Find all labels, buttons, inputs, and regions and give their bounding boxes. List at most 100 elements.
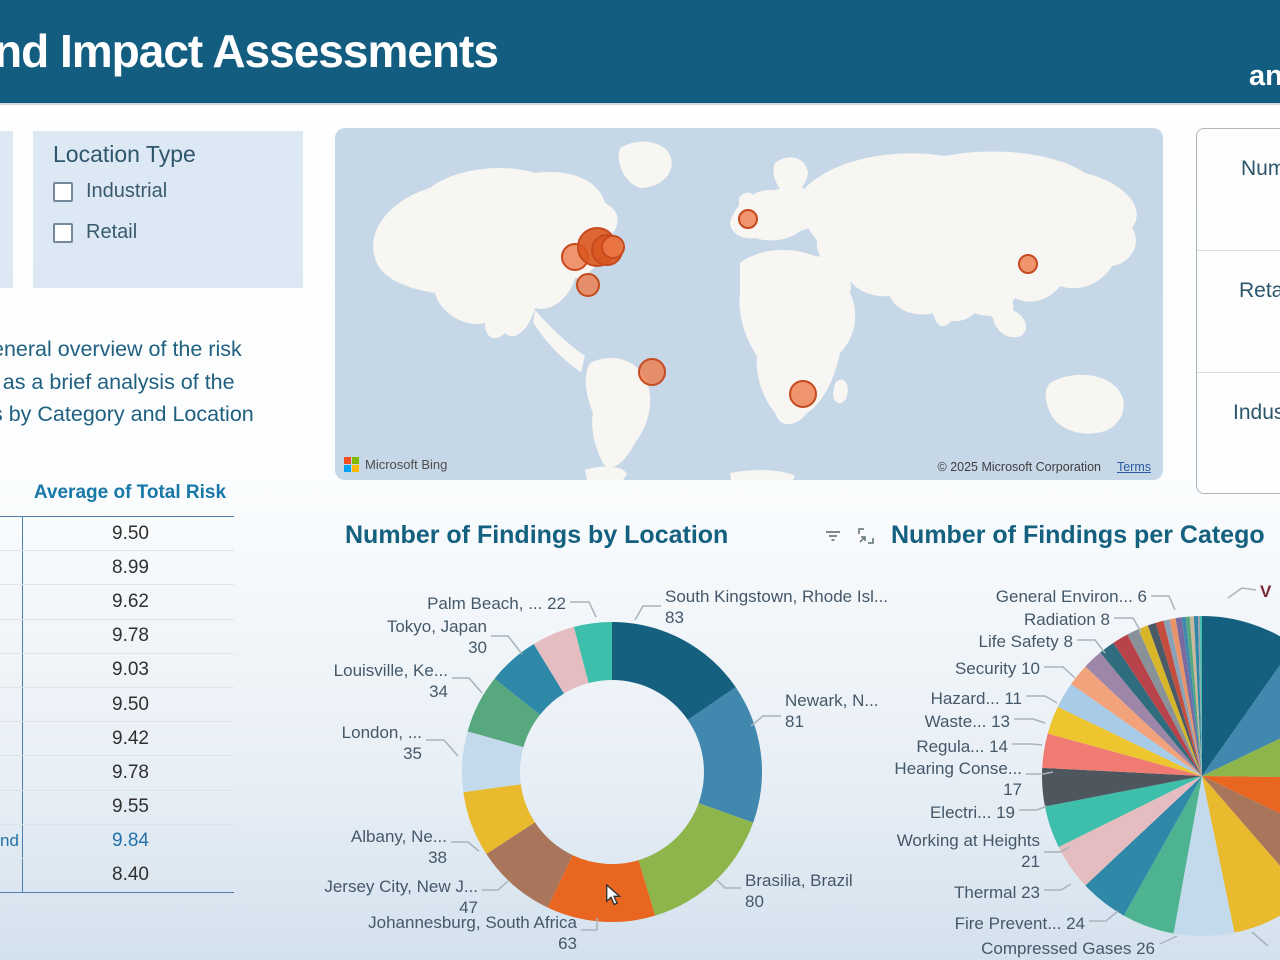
table-row[interactable]: 9.03 (0, 653, 234, 688)
table-row[interactable]: 8.99 (0, 551, 234, 586)
table-row[interactable]: 8.40 (0, 858, 234, 894)
pie-slice[interactable] (1044, 776, 1202, 847)
pie-slice[interactable] (1138, 625, 1202, 776)
pie-slice[interactable] (1071, 666, 1202, 776)
pie-slice[interactable] (1193, 616, 1202, 776)
table-value-cell: 8.40 (112, 864, 149, 886)
summary-card-panel: Num Reta Indust (1196, 128, 1280, 494)
table-row[interactable]: 9.78 (0, 619, 234, 654)
map-location-marker[interactable] (789, 380, 817, 408)
chart-data-label: General Environ... 6 (995, 587, 1147, 606)
donut-slice[interactable] (494, 644, 564, 715)
table-row[interactable]: 9.62 (0, 585, 234, 620)
chart-data-label: Johannesburg, South Africa 63 (368, 913, 577, 953)
report-description: eneral overview of the risk l as a brief… (0, 333, 302, 431)
checkbox-icon[interactable] (53, 222, 73, 243)
pie-slice[interactable] (1042, 733, 1202, 776)
pie-slice[interactable] (1181, 616, 1202, 776)
pie-slice[interactable] (1175, 617, 1202, 776)
donut-slice[interactable] (463, 784, 535, 854)
table-row[interactable]: 9.42 (0, 722, 234, 757)
table-row[interactable]: 9.78 (0, 756, 234, 791)
map-location-marker[interactable] (576, 273, 600, 297)
pie-slice[interactable] (1163, 619, 1202, 776)
table-left-cell-fragment (0, 858, 23, 893)
table-row[interactable]: 9.50 (0, 517, 234, 552)
pie-slice[interactable] (1147, 622, 1202, 776)
chart-data-label: South Kingstown, Rhode Isl... 83 (665, 587, 889, 627)
label-leader-line (1077, 639, 1106, 654)
pie-slice[interactable] (1197, 616, 1202, 776)
checkbox-icon[interactable] (53, 181, 73, 202)
pie-slice[interactable] (1202, 776, 1280, 933)
chart-data-label: Security 10 (954, 659, 1040, 678)
table-row[interactable]: nd 9.84 (0, 824, 234, 859)
pie-slice[interactable] (1173, 776, 1235, 936)
pie-slice[interactable] (1169, 618, 1202, 776)
filter-icon[interactable] (824, 527, 842, 545)
slicer-option-retail[interactable]: Retail (53, 221, 137, 244)
pie-slice[interactable] (1057, 683, 1202, 776)
slicer-option-label: Industrial (86, 180, 168, 202)
summary-card-label-fragment: Num (1241, 157, 1280, 180)
chart-data-label: Electri... 19 (929, 803, 1015, 822)
pie-slice[interactable] (1202, 707, 1280, 778)
donut-slice[interactable] (612, 622, 736, 720)
table-row[interactable]: 9.55 (0, 790, 234, 825)
pie-slice[interactable] (1127, 629, 1202, 776)
pie-slice[interactable] (1199, 616, 1202, 776)
donut-slice[interactable] (486, 822, 573, 908)
map-location-marker[interactable] (738, 209, 758, 229)
chart-data-label: Albany, Ne... 38 (350, 827, 447, 867)
map-location-marker[interactable] (601, 235, 625, 259)
table-row[interactable]: 9.50 (0, 687, 234, 723)
findings-per-category-pie: Compressed Gases 26 Fire Prevent... 24 The… (890, 560, 1280, 960)
chart-data-label: Radiation 8 (1023, 610, 1110, 629)
terms-link[interactable]: Terms (1116, 460, 1151, 474)
donut-slice[interactable] (687, 687, 762, 823)
table-left-cell-fragment: nd (0, 824, 23, 858)
pie-slice[interactable] (1155, 620, 1202, 776)
chart-data-label: Brasilia, Brazil 80 (745, 871, 853, 911)
map-location-marker[interactable] (1018, 254, 1038, 274)
pie-slice[interactable] (1085, 776, 1202, 916)
table-value-cell: 9.42 (112, 727, 149, 749)
table-left-cell-fragment (0, 585, 23, 619)
pie-slice[interactable] (1123, 776, 1202, 934)
world-map-visual[interactable]: Microsoft Bing © 2025 Microsoft Corporat… (335, 128, 1163, 480)
map-location-marker[interactable] (638, 358, 666, 386)
focus-mode-icon[interactable] (857, 527, 875, 545)
table-value-cell: 9.62 (112, 590, 149, 612)
pie-slice[interactable] (1100, 642, 1202, 776)
table-value-cell: 9.55 (112, 796, 149, 818)
donut-slice[interactable] (573, 622, 612, 684)
description-line: l as a brief analysis of the (0, 369, 235, 394)
pie-slice[interactable] (1202, 776, 1280, 897)
bing-logo-label: Microsoft Bing (365, 457, 448, 472)
label-leader-line (570, 601, 597, 618)
pie-slice[interactable] (1189, 616, 1202, 776)
summary-card: Indust (1197, 373, 1280, 494)
location-type-slicer: Location Type Industrial Retail (33, 131, 303, 288)
donut-slice[interactable] (638, 803, 754, 916)
donut-slice[interactable] (462, 731, 524, 793)
pie-slice[interactable] (1202, 616, 1280, 776)
pie-slice[interactable] (1085, 652, 1202, 776)
pie-slice[interactable] (1047, 706, 1202, 776)
label-leader-line (1251, 931, 1269, 947)
label-leader-line (491, 635, 523, 655)
donut-slice[interactable] (467, 678, 540, 748)
pie-slice[interactable] (1113, 634, 1202, 776)
pie-slice[interactable] (1042, 767, 1202, 807)
donut-slice[interactable] (533, 626, 589, 694)
label-leader-line (1151, 595, 1176, 611)
slicer-option-industrial[interactable]: Industrial (53, 180, 167, 203)
average-total-risk-table: Average of Total Risk 9.50 8.99 9.62 9.78 9.… (0, 474, 234, 894)
chart-data-label: Newark, N... 81 (785, 691, 879, 731)
donut-slice[interactable] (547, 855, 656, 922)
pie-slice[interactable] (1058, 776, 1202, 886)
table-left-cell-fragment (0, 790, 23, 824)
microsoft-logo-icon (344, 457, 359, 472)
label-leader-line (634, 605, 661, 621)
pie-slice[interactable] (1185, 616, 1202, 776)
